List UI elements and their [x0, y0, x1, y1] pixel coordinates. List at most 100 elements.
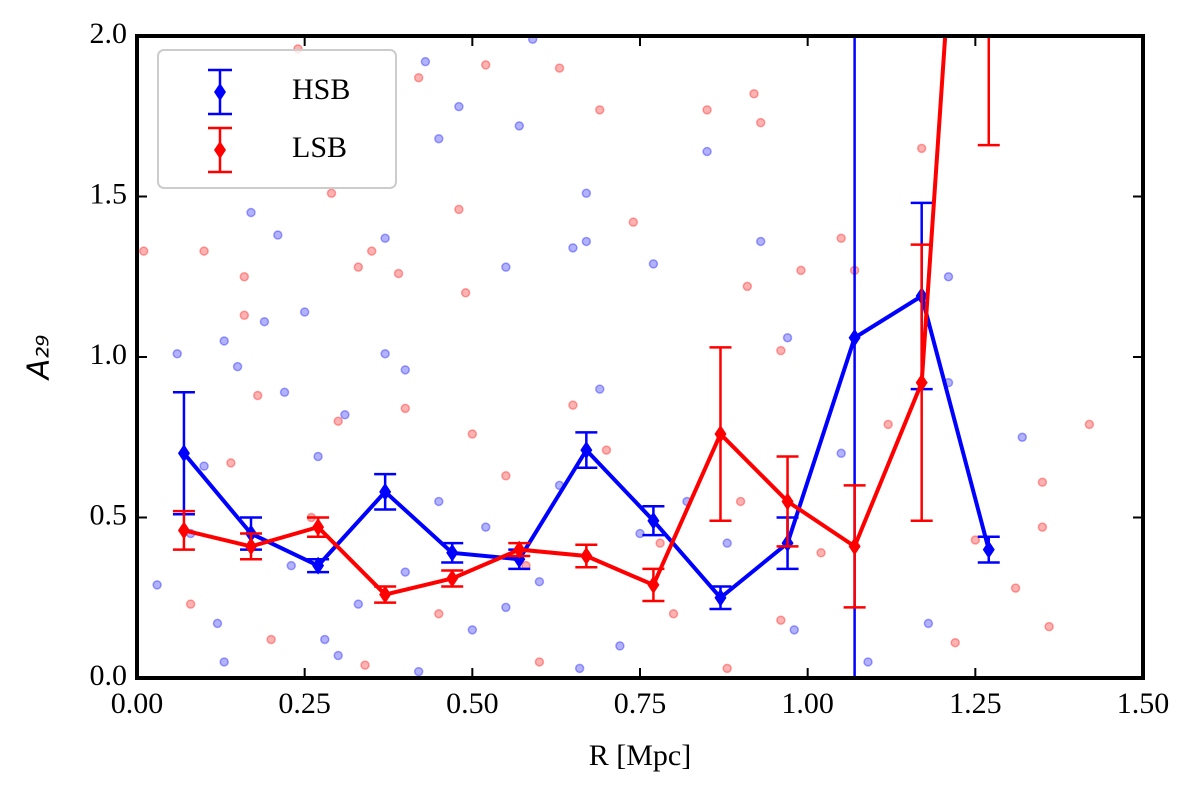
- scatter-point: [702, 146, 712, 157]
- scatter-point: [219, 336, 229, 346]
- scatter-point: [702, 105, 712, 115]
- scatter-point: [420, 56, 431, 67]
- marker: [580, 547, 593, 566]
- marker: [848, 328, 861, 347]
- legend-box: [157, 49, 397, 189]
- y-tick-label: 1.5: [90, 177, 128, 210]
- scatter-point: [836, 233, 846, 243]
- scatter-point: [413, 666, 424, 677]
- scatter-point: [333, 416, 343, 426]
- scatter-point: [313, 451, 323, 462]
- plot-area: [138, 36, 1095, 678]
- scatter-point: [239, 310, 250, 321]
- scatter-point: [534, 576, 545, 587]
- marker: [177, 444, 190, 463]
- scatter-point: [273, 230, 283, 240]
- scatter-point: [212, 618, 223, 629]
- scatter-point: [259, 316, 270, 327]
- scatter-point: [400, 403, 411, 414]
- scatter-point: [595, 384, 605, 394]
- scatter-point: [252, 390, 263, 401]
- scatter-point: [749, 89, 759, 99]
- scatter-point: [501, 602, 511, 613]
- y-tick-label: 2.0: [90, 17, 128, 50]
- scatter-point: [970, 535, 981, 545]
- scatter-point: [568, 243, 578, 253]
- scatter-point: [776, 615, 786, 625]
- scatter-point: [299, 307, 310, 317]
- scatter-point: [353, 262, 364, 272]
- scatter-point: [266, 634, 276, 645]
- scatter-point: [1037, 477, 1048, 487]
- scatter-point: [950, 637, 960, 648]
- marker: [714, 588, 727, 607]
- x-tick-label: 1.00: [781, 687, 834, 720]
- scatter-point: [635, 528, 645, 539]
- legend-marker: [214, 83, 226, 101]
- marker: [513, 540, 526, 559]
- scatter-point: [434, 496, 444, 507]
- marker: [312, 518, 325, 537]
- x-tick-label: 1.50: [1117, 687, 1170, 720]
- scatter-point: [400, 567, 411, 577]
- scatter-point: [279, 387, 290, 398]
- scatter-point: [501, 471, 511, 481]
- scatter-point: [836, 448, 846, 459]
- scatter-point: [1044, 621, 1054, 632]
- scatter-point: [434, 609, 444, 619]
- marker: [647, 511, 660, 530]
- scatter-point: [366, 246, 377, 256]
- scatter-point: [628, 217, 639, 227]
- scatter-point: [152, 580, 162, 590]
- scatter-point: [286, 560, 297, 571]
- scatter-point: [816, 548, 826, 558]
- scatter-point: [514, 121, 525, 131]
- scatter-point: [1017, 432, 1028, 442]
- marker: [312, 556, 325, 575]
- marker: [580, 441, 593, 460]
- legend: HSB LSB: [157, 49, 397, 189]
- scatter-point: [460, 288, 471, 298]
- scatter-point: [595, 105, 605, 115]
- scatter-point: [742, 281, 753, 292]
- y-tick-label: 0.0: [90, 659, 128, 692]
- scatter-point: [434, 133, 444, 144]
- scatter-point: [333, 650, 343, 661]
- scatter-point: [796, 265, 806, 276]
- y-tick-label: 1.0: [90, 338, 128, 371]
- scatter-point: [755, 117, 766, 128]
- scatter-point: [400, 365, 411, 375]
- scatter-point: [534, 657, 545, 667]
- scatter-point: [648, 259, 659, 269]
- x-tick-label: 0.25: [278, 687, 331, 720]
- scatter-point: [789, 625, 800, 635]
- scatter-point: [199, 461, 209, 471]
- scatter-point: [782, 332, 793, 343]
- x-tick-label: 0.75: [614, 687, 667, 720]
- scatter-point: [668, 609, 679, 619]
- scatter-point: [480, 60, 491, 70]
- marker: [446, 543, 459, 562]
- y-tick-label: 0.5: [90, 498, 128, 531]
- scatter-point: [1084, 419, 1095, 430]
- legend-marker: [214, 141, 226, 159]
- scatter-point: [246, 207, 256, 218]
- marker: [982, 540, 995, 559]
- marker: [379, 482, 392, 501]
- marker: [647, 575, 660, 594]
- scatter-point: [219, 657, 229, 667]
- scatter-point: [340, 410, 350, 420]
- scatter-point: [320, 634, 330, 645]
- scatter-point: [467, 625, 478, 635]
- scatter-point: [232, 361, 243, 372]
- scatter-point: [413, 72, 424, 83]
- marker: [245, 537, 258, 556]
- scatter-point: [199, 246, 209, 256]
- marker: [379, 585, 392, 604]
- scatter-point: [360, 660, 370, 670]
- x-tick-label: 1.25: [949, 687, 1002, 720]
- marker: [714, 425, 727, 444]
- legend-label: LSB: [292, 131, 347, 164]
- scatter-point: [393, 268, 404, 279]
